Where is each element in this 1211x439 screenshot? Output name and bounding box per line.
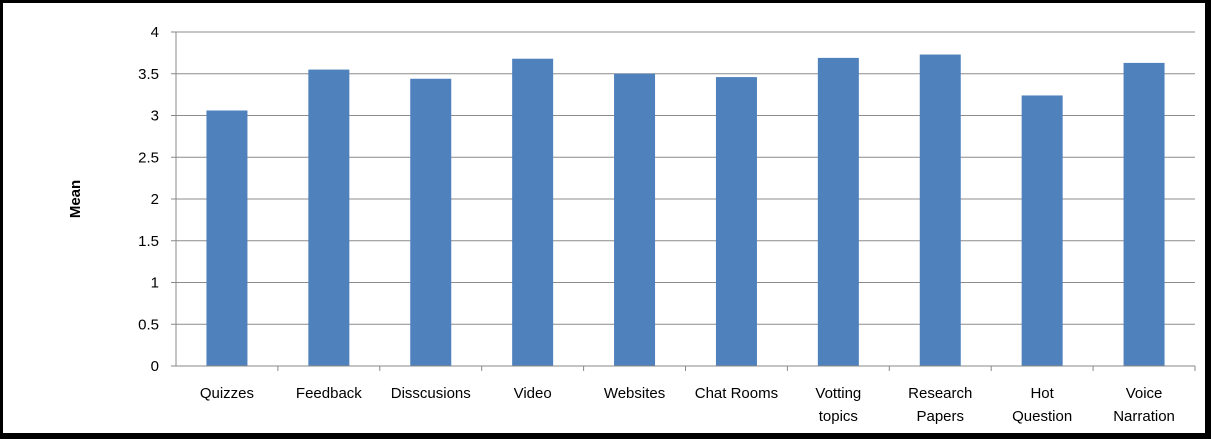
y-tick-label: 3.5: [138, 66, 159, 83]
bar: [1021, 95, 1063, 367]
bars: [206, 54, 1165, 367]
x-tick-label-line: topics: [819, 408, 858, 425]
x-tick-label-line: Research: [908, 385, 972, 402]
x-tick-label: Votting topics: [815, 385, 861, 425]
x-tick-label-line: Hot: [1030, 385, 1054, 402]
y-tick-label: 0.5: [138, 316, 159, 333]
x-tick-label: Hot Question: [1012, 385, 1072, 425]
x-tick-label-line: Websites: [604, 385, 665, 402]
x-tick-label-line: Voice: [1126, 385, 1163, 402]
x-tick-label-line: Narration: [1113, 408, 1175, 425]
x-tick-label: Chat Rooms: [695, 385, 778, 402]
y-tick-label: 3: [151, 108, 159, 125]
bar: [715, 77, 757, 366]
bar: [308, 69, 350, 366]
x-tick-labels: Quizzes Feedback Disscusions Video Websites C…: [200, 366, 1196, 425]
x-tick-label-line: Papers: [916, 408, 964, 425]
x-tick-label-line: Video: [514, 385, 552, 402]
y-tick-label: 2.5: [138, 149, 159, 166]
bar: [817, 57, 859, 366]
x-tick-label-line: Quizzes: [200, 385, 254, 402]
bar: [410, 78, 452, 366]
bar: [1123, 62, 1165, 367]
y-axis-title: Mean: [67, 180, 84, 218]
y-tick-labels: 0 0.5 1 1.5 2 2.5 3 3.5 4: [138, 24, 176, 375]
y-tick-label: 1: [151, 275, 159, 292]
x-tick-label: Voice Narration: [1113, 385, 1175, 425]
x-tick-label: Research Papers: [908, 385, 972, 425]
x-tick-label-line: Votting: [815, 385, 861, 402]
x-tick-label-line: Disscusions: [391, 385, 471, 402]
x-tick-label: Disscusions: [391, 385, 471, 402]
x-tick-label-line: Question: [1012, 408, 1072, 425]
y-tick-label: 2: [151, 191, 159, 208]
x-tick-label: Quizzes: [200, 385, 254, 402]
bar: [614, 73, 656, 366]
x-tick-label: Websites: [604, 385, 665, 402]
x-tick-label-line: Chat Rooms: [695, 385, 778, 402]
y-tick-label: 4: [151, 24, 159, 41]
x-tick-label: Video: [514, 385, 552, 402]
y-tick-label: 0: [151, 358, 159, 375]
bar: [206, 110, 248, 367]
x-tick-label-line: Feedback: [296, 385, 362, 402]
bar: [919, 54, 961, 367]
bar: [512, 58, 554, 366]
y-tick-label: 1.5: [138, 233, 159, 250]
x-tick-label: Feedback: [296, 385, 362, 402]
